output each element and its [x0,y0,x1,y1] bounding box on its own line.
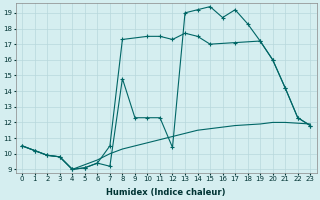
X-axis label: Humidex (Indice chaleur): Humidex (Indice chaleur) [107,188,226,197]
